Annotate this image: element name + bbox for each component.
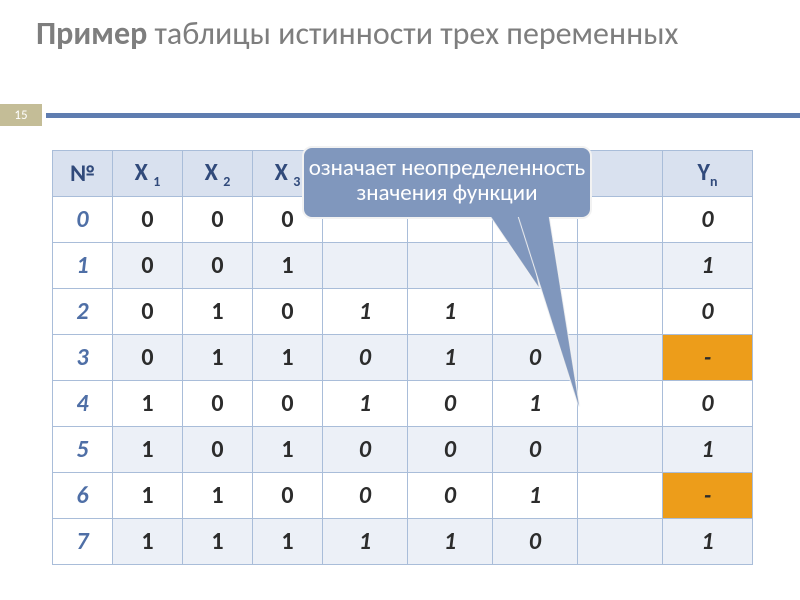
cell-x2: 1 [183, 335, 253, 381]
cell-yn: - [663, 473, 753, 519]
cell-yn: 0 [663, 197, 753, 243]
cell-yn: - [663, 335, 753, 381]
cell-x2: 1 [183, 289, 253, 335]
callout-container: означает неопределенность значения функц… [302, 146, 592, 219]
cell-x2: 1 [183, 519, 253, 565]
cell-col7 [578, 427, 663, 473]
col-header-x2: X 2 [183, 151, 253, 197]
cell-col4 [323, 243, 408, 289]
cell-col5: 0 [408, 381, 493, 427]
title-rest: таблицы истинности трех переменных [147, 14, 678, 53]
cell-row-num: 7 [53, 519, 113, 565]
cell-x1: 1 [113, 427, 183, 473]
cell-row-num: 2 [53, 289, 113, 335]
cell-col4: 1 [323, 381, 408, 427]
cell-row-num: 4 [53, 381, 113, 427]
header-rule [46, 113, 800, 118]
cell-x3: 0 [253, 473, 323, 519]
cell-col5: 1 [408, 335, 493, 381]
cell-x1: 0 [113, 335, 183, 381]
cell-yn: 0 [663, 289, 753, 335]
cell-x1: 1 [113, 519, 183, 565]
cell-col6: 0 [493, 519, 578, 565]
cell-x1: 1 [113, 473, 183, 519]
cell-x3: 0 [253, 289, 323, 335]
cell-x3: 1 [253, 519, 323, 565]
table-row: 41001010 [53, 381, 753, 427]
cell-col5: 0 [408, 427, 493, 473]
cell-col7 [578, 519, 663, 565]
cell-x2: 0 [183, 381, 253, 427]
cell-x3: 1 [253, 243, 323, 289]
cell-x2: 0 [183, 427, 253, 473]
cell-col5 [408, 243, 493, 289]
cell-x1: 0 [113, 289, 183, 335]
cell-col5: 1 [408, 519, 493, 565]
cell-x2: 1 [183, 473, 253, 519]
callout-text: означает неопределенность значения функц… [309, 154, 586, 207]
table-row: 71111101 [53, 519, 753, 565]
callout-bubble: означает неопределенность значения функц… [302, 146, 592, 219]
col-header-num: № [53, 151, 113, 197]
cell-col5: 0 [408, 473, 493, 519]
cell-x2: 0 [183, 243, 253, 289]
cell-x3: 1 [253, 335, 323, 381]
cell-row-num: 3 [53, 335, 113, 381]
page-number-badge: 15 [0, 104, 42, 126]
cell-col6: 1 [493, 473, 578, 519]
table-row: 51010001 [53, 427, 753, 473]
cell-col7 [578, 243, 663, 289]
cell-row-num: 6 [53, 473, 113, 519]
cell-x1: 0 [113, 197, 183, 243]
cell-yn: 1 [663, 427, 753, 473]
cell-col6: 0 [493, 427, 578, 473]
cell-col7 [578, 473, 663, 519]
cell-row-num: 5 [53, 427, 113, 473]
header-rule-row: 15 [0, 104, 800, 126]
cell-x1: 0 [113, 243, 183, 289]
cell-yn: 1 [663, 243, 753, 289]
cell-row-num: 1 [53, 243, 113, 289]
table-row: 3011010- [53, 335, 753, 381]
cell-col4: 0 [323, 335, 408, 381]
table-row: 2010110 [53, 289, 753, 335]
cell-col4: 1 [323, 519, 408, 565]
cell-col4: 1 [323, 289, 408, 335]
cell-yn: 1 [663, 519, 753, 565]
col-header-yn: Yn [663, 151, 753, 197]
cell-x3: 0 [253, 381, 323, 427]
cell-yn: 0 [663, 381, 753, 427]
cell-x3: 1 [253, 427, 323, 473]
table-row: 6110001- [53, 473, 753, 519]
table-row: 10011 [53, 243, 753, 289]
cell-col7 [578, 381, 663, 427]
cell-col4: 0 [323, 473, 408, 519]
title-bold: Пример [36, 14, 147, 53]
cell-x2: 0 [183, 197, 253, 243]
cell-x1: 1 [113, 381, 183, 427]
cell-row-num: 0 [53, 197, 113, 243]
cell-col5: 1 [408, 289, 493, 335]
cell-col7 [578, 335, 663, 381]
col-header-x1: X 1 [113, 151, 183, 197]
cell-col7 [578, 289, 663, 335]
cell-col4: 0 [323, 427, 408, 473]
slide-title: Пример таблицы истинности трех переменны… [0, 0, 800, 53]
